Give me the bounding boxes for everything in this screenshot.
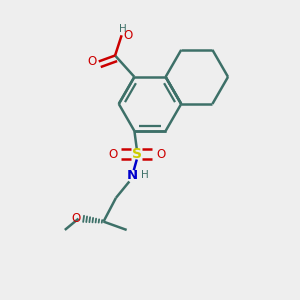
Text: H: H bbox=[141, 169, 149, 180]
Text: S: S bbox=[132, 147, 142, 161]
Text: O: O bbox=[71, 212, 80, 224]
Text: O: O bbox=[88, 55, 97, 68]
Text: H: H bbox=[118, 24, 126, 34]
Text: O: O bbox=[124, 29, 133, 42]
Text: O: O bbox=[156, 148, 165, 160]
Text: O: O bbox=[108, 148, 118, 160]
Text: N: N bbox=[127, 169, 138, 182]
